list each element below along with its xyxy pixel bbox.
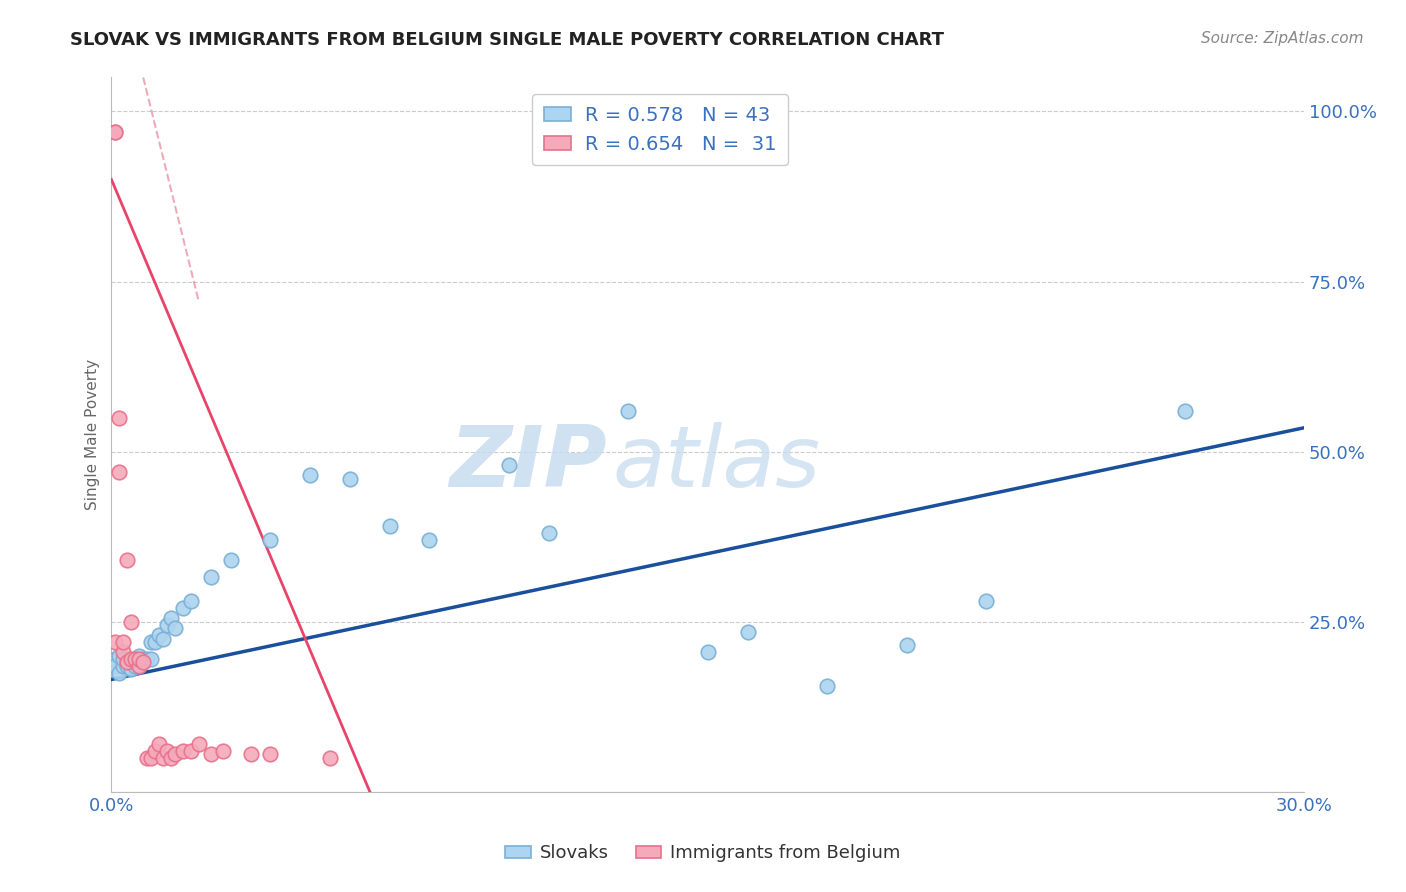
Point <box>141 750 163 764</box>
Point <box>108 648 131 663</box>
Point <box>128 658 150 673</box>
Point <box>112 658 135 673</box>
Point <box>120 615 142 629</box>
Point <box>117 553 139 567</box>
Point <box>132 656 155 670</box>
Point <box>418 533 440 547</box>
Point <box>120 662 142 676</box>
Point <box>156 744 179 758</box>
Point <box>132 656 155 670</box>
Point <box>211 744 233 758</box>
Legend: R = 0.578   N = 43, R = 0.654   N =  31: R = 0.578 N = 43, R = 0.654 N = 31 <box>533 95 787 165</box>
Point <box>108 410 131 425</box>
Point <box>696 645 718 659</box>
Point <box>299 468 322 483</box>
Point <box>117 658 139 673</box>
Point <box>117 656 139 670</box>
Point <box>737 624 759 639</box>
Legend: Slovaks, Immigrants from Belgium: Slovaks, Immigrants from Belgium <box>498 838 908 870</box>
Point <box>319 750 342 764</box>
Point <box>141 652 163 666</box>
Point <box>104 652 127 666</box>
Point <box>108 665 131 680</box>
Y-axis label: Single Male Poverty: Single Male Poverty <box>86 359 100 510</box>
Point <box>117 656 139 670</box>
Point <box>120 656 142 670</box>
Point <box>104 635 127 649</box>
Point <box>239 747 262 762</box>
Point <box>128 648 150 663</box>
Point <box>132 652 155 666</box>
Text: SLOVAK VS IMMIGRANTS FROM BELGIUM SINGLE MALE POVERTY CORRELATION CHART: SLOVAK VS IMMIGRANTS FROM BELGIUM SINGLE… <box>70 31 945 49</box>
Point <box>112 645 135 659</box>
Point <box>148 737 170 751</box>
Point <box>128 658 150 673</box>
Point <box>124 658 146 673</box>
Point <box>141 635 163 649</box>
Text: ZIP: ZIP <box>449 422 606 505</box>
Point <box>108 465 131 479</box>
Point <box>143 744 166 758</box>
Point <box>124 652 146 666</box>
Point <box>148 628 170 642</box>
Point <box>156 618 179 632</box>
Point <box>152 632 174 646</box>
Point <box>339 472 361 486</box>
Point <box>172 744 194 758</box>
Point <box>120 652 142 666</box>
Point <box>498 458 520 473</box>
Text: Source: ZipAtlas.com: Source: ZipAtlas.com <box>1201 31 1364 46</box>
Point <box>537 526 560 541</box>
Point <box>200 747 222 762</box>
Point <box>163 747 186 762</box>
Point <box>1174 403 1197 417</box>
Point <box>172 601 194 615</box>
Point <box>160 750 183 764</box>
Point <box>974 594 997 608</box>
Point <box>160 611 183 625</box>
Point <box>152 750 174 764</box>
Point <box>128 652 150 666</box>
Point <box>163 622 186 636</box>
Point <box>143 635 166 649</box>
Point <box>104 125 127 139</box>
Point <box>136 750 159 764</box>
Text: atlas: atlas <box>613 422 820 505</box>
Point <box>112 652 135 666</box>
Point <box>259 533 281 547</box>
Point <box>180 744 202 758</box>
Point <box>200 570 222 584</box>
Point <box>617 403 640 417</box>
Point <box>378 519 401 533</box>
Point <box>136 652 159 666</box>
Point <box>180 594 202 608</box>
Point <box>104 658 127 673</box>
Point <box>815 679 838 693</box>
Point <box>219 553 242 567</box>
Point <box>104 125 127 139</box>
Point <box>259 747 281 762</box>
Point <box>187 737 209 751</box>
Point <box>112 635 135 649</box>
Point <box>896 639 918 653</box>
Point <box>124 652 146 666</box>
